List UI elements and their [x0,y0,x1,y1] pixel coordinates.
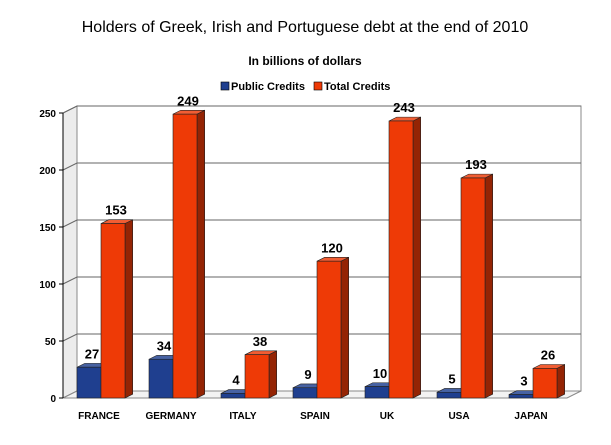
bar-front [220,393,246,399]
bar-front [388,120,414,399]
data-label: 38 [253,334,267,349]
data-label: 153 [105,203,127,218]
data-label: 9 [304,367,311,382]
bar-front [100,223,126,399]
bar-front [172,113,198,399]
bar-front [244,354,270,399]
bar-front [508,394,534,399]
y-tick-label: 150 [39,223,56,234]
data-label: 4 [232,373,240,388]
bar-side [124,219,133,399]
x-axis: FRANCE GERMANY ITALY SPAIN UK USA JAPAN [78,411,547,422]
x-tick-label: SPAIN [300,411,330,422]
x-tick-label: GERMANY [145,411,196,422]
legend-swatch-total-credits [313,81,323,91]
bar-total-credits-spain: 120 [316,240,350,399]
bar-front [76,366,102,399]
bar-total-credits-italy: 38 [244,334,278,399]
data-label: 243 [393,100,415,115]
bar-front [364,386,390,399]
data-label: 27 [85,346,99,361]
data-label: 249 [177,93,199,108]
bar-side [340,256,350,399]
bar-side [268,350,278,399]
y-axis: 0 50 100 150 200 250 [39,109,64,405]
data-label: 5 [448,371,455,386]
plot-side-wall [62,105,78,399]
data-label: 120 [321,240,343,255]
bar-side [412,116,422,399]
data-label: 3 [520,374,527,389]
bar-front [460,177,486,399]
y-tick-label: 200 [39,166,56,177]
x-tick-label: FRANCE [78,411,120,422]
bar-side [484,173,494,399]
x-tick-label: UK [380,411,395,422]
gridline [62,105,581,114]
data-label: 34 [157,338,172,353]
legend-label-total-credits: Total Credits [324,81,390,93]
y-tick-label: 0 [50,394,56,405]
x-tick-label: ITALY [229,411,257,422]
bar-total-credits-germany: 249 [172,93,205,399]
data-label: 193 [465,157,487,172]
y-tick-label: 50 [45,337,57,348]
bar-front [292,387,318,399]
y-tick-label: 100 [39,280,56,291]
legend: Public Credits Total Credits [220,81,390,93]
x-tick-label: USA [448,411,469,422]
legend-label-public-credits: Public Credits [231,81,305,93]
legend-swatch-public-credits [220,81,230,91]
x-tick-label: JAPAN [514,411,547,422]
bar-front [148,358,174,399]
bar-total-credits-usa: 193 [460,157,494,399]
bar-front [436,391,462,399]
data-label: 26 [541,348,555,363]
y-tick-label: 250 [39,109,56,120]
chart-title: Holders of Greek, Irish and Portuguese d… [82,19,529,36]
bar-side [196,109,205,399]
bar-total-credits-uk: 243 [388,100,422,399]
bar-side [556,364,566,399]
chart-subtitle: In billions of dollars [248,54,362,68]
bars: 27 153 34 249 4 38 9 120 10 243 5 193 3 26 [76,93,566,399]
bar-total-credits-france: 153 [100,203,133,399]
bar-total-credits-japan: 26 [532,348,566,399]
data-label: 10 [373,366,387,381]
bar-front [532,368,558,399]
bar-front [316,260,342,399]
